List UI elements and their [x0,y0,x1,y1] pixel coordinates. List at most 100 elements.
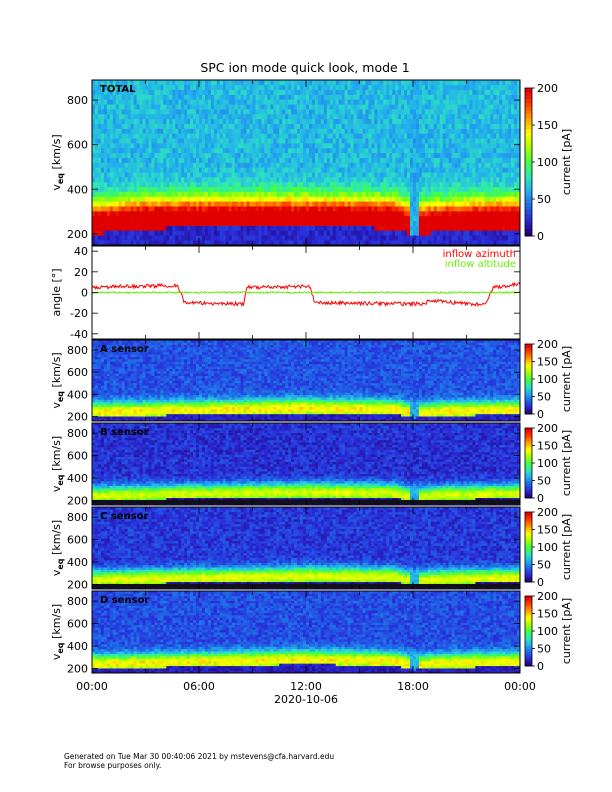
total-heatmap-cell [288,177,292,183]
total-heatmap-cell [145,240,149,246]
total-heatmap-cell [490,235,494,241]
total-heatmap-cell [151,220,155,226]
total-heatmap-cell [142,201,146,207]
total-heatmap-cell [151,89,155,95]
total-heatmap-cell [181,89,185,95]
total-heatmap-cell [454,240,458,246]
total-heatmap-cell [172,99,176,105]
total-heatmap-cell [418,104,423,110]
total-heatmap-cell [106,230,111,236]
total-heatmap-cell [517,230,521,236]
total-colorbar-cell [525,184,532,189]
total-heatmap-cell [112,133,117,139]
total-heatmap-cell [172,152,176,158]
total-heatmap-cell [124,89,128,95]
total-heatmap-cell [199,113,203,120]
total-heatmap-cell [332,172,337,178]
total-heatmap-cell [148,235,152,241]
total-heatmap-cell [199,240,203,246]
total-heatmap-cell [285,196,289,202]
total-heatmap-cell [240,167,244,173]
total-heatmap-cell [172,220,176,226]
total-heatmap-cell [338,181,342,188]
total-heatmap-cell [181,80,185,86]
total-heatmap-cell [475,235,479,241]
total-heatmap-cell [267,152,271,158]
total-heatmap-cell [472,109,476,115]
total-heatmap-cell [288,240,292,246]
total-heatmap-cell [184,157,188,163]
total-heatmap-cell [145,84,149,91]
total-heatmap-cell [499,80,503,86]
total-heatmap-cell [201,167,206,173]
total-heatmap-cell [365,147,369,154]
total-heatmap-cell [276,80,280,86]
total-heatmap-cell [377,133,381,139]
total-heatmap-cell [216,80,221,86]
total-heatmap-cell [427,167,432,173]
total-heatmap-cell [297,196,301,202]
total-heatmap-cell [270,84,274,91]
total-heatmap-cell [184,201,188,207]
total-heatmap-cell [460,186,464,192]
total-heatmap-cell [175,230,179,236]
total-heatmap-cell [314,157,319,163]
total-heatmap-cell [415,113,420,120]
total-colorbar-cell [525,187,532,192]
total-heatmap-cell [103,201,108,207]
total-heatmap-cell [139,99,143,105]
total-heatmap-cell [237,89,241,95]
total-heatmap-cell [448,220,452,226]
total-heatmap-cell [317,167,322,173]
total-heatmap-cell [374,89,378,95]
total-heatmap-cell [508,113,512,120]
total-heatmap-cell [175,191,179,197]
total-heatmap-cell [490,211,494,217]
total-heatmap-cell [166,84,170,91]
total-heatmap-cell [377,201,381,207]
total-heatmap-cell [460,109,464,115]
total-heatmap-cell [100,104,105,110]
total-heatmap-cell [499,201,503,207]
total-heatmap-cell [303,118,307,124]
total-heatmap-cell [139,152,143,158]
total-heatmap-cell [421,230,426,236]
total-heatmap-cell [329,172,334,178]
total-heatmap-cell [207,235,212,241]
total-heatmap-cell [115,167,120,173]
total-heatmap-cell [228,162,232,168]
total-heatmap-cell [196,201,200,207]
total-heatmap-cell [365,201,369,207]
total-heatmap-cell [145,94,149,100]
total-heatmap-cell [389,235,393,241]
total-heatmap-cell [121,215,125,222]
total-heatmap-cell [478,99,482,105]
total-heatmap-cell [344,230,348,236]
total-heatmap-cell [314,196,319,202]
total-heatmap-cell [356,191,360,197]
total-heatmap-cell [264,109,268,115]
total-heatmap-cell [338,94,342,100]
total-heatmap-cell [279,235,283,241]
total-heatmap-cell [231,109,235,115]
total-heatmap-cell [166,147,170,154]
total-heatmap-cell [207,113,212,120]
total-heatmap-cell [237,230,241,236]
total-heatmap-cell [469,186,473,192]
total-heatmap-cell [112,201,117,207]
total-heatmap-cell [362,181,366,188]
total-heatmap-cell [362,196,366,202]
total-heatmap-cell [261,206,265,212]
total-heatmap-cell [285,94,289,100]
total-heatmap-cell [469,109,473,115]
total-heatmap-cell [439,211,444,217]
total-heatmap-cell [190,89,194,95]
total-heatmap-cell [166,89,170,95]
total-heatmap-cell [106,206,111,212]
total-heatmap-cell [433,109,438,115]
total-heatmap-cell [222,123,227,129]
total-heatmap-cell [395,123,399,129]
total-heatmap-cell [362,138,366,144]
total-heatmap-cell [285,225,289,231]
total-heatmap-cell [154,215,158,222]
